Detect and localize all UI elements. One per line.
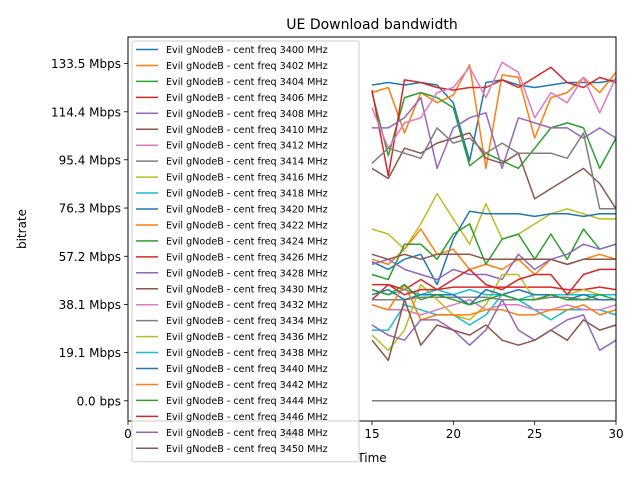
legend-entry: Evil gNodeB - cent freq 3446 MHz [166,412,328,423]
legend-entry: Evil gNodeB - cent freq 3418 MHz [166,189,328,200]
y-tick-label: 19.1 Mbps [59,346,121,360]
y-tick-label: 57.2 Mbps [59,250,121,264]
series-line-6 [371,61,617,149]
legend: Evil gNodeB - cent freq 3400 MHz Evil gNo… [131,40,360,463]
series-line-4 [372,96,617,170]
series-line-7 [371,127,616,210]
series-line-23 [372,268,616,296]
legend-entry: Evil gNodeB - cent freq 3426 MHz [166,252,328,263]
legend-box [131,40,360,463]
legend-entry: Evil gNodeB - cent freq 3414 MHz [166,157,328,168]
x-axis: 051015202530 [124,421,624,441]
series-line-21 [371,283,617,321]
chart-title: UE Download bandwidth [286,17,457,33]
legend-entry: Evil gNodeB - cent freq 3434 MHz [166,316,328,327]
legend-entry: Evil gNodeB - cent freq 3450 MHz [166,444,328,455]
x-tick-label: 25 [527,427,542,441]
y-axis-label: bitrate [15,209,29,249]
series-lines [371,61,617,402]
series-line-18 [371,273,616,352]
legend-entry: Evil gNodeB - cent freq 3444 MHz [166,396,328,407]
x-axis-label: Time [356,451,386,465]
x-tick-label: 30 [608,427,623,441]
series-line-24 [371,298,617,352]
legend-entry: Evil gNodeB - cent freq 3436 MHz [166,332,328,343]
series-line-2 [371,91,617,170]
y-tick-label: 114.4 Mbps [51,105,121,119]
legend-entry: Evil gNodeB - cent freq 3404 MHz [166,77,328,88]
series-line-15 [371,253,616,266]
series-line-14 [371,243,617,281]
legend-entry: Evil gNodeB - cent freq 3416 MHz [166,173,328,184]
legend-entry: Evil gNodeB - cent freq 3402 MHz [166,61,328,72]
series-line-20 [371,288,616,306]
x-tick-label: 0 [124,427,132,441]
y-tick-label: 76.3 Mbps [59,202,121,216]
legend-entry: Evil gNodeB - cent freq 3432 MHz [166,300,328,311]
series-line-25 [371,298,617,362]
legend-entry: Evil gNodeB - cent freq 3428 MHz [166,268,328,279]
series-line-12 [371,223,617,281]
legend-entry: Evil gNodeB - cent freq 3442 MHz [166,380,328,391]
series-line-5 [371,132,617,210]
legend-entry: Evil gNodeB - cent freq 3430 MHz [166,284,328,295]
legend-entry: Evil gNodeB - cent freq 3406 MHz [166,93,328,104]
legend-entry: Evil gNodeB - cent freq 3440 MHz [166,364,328,375]
legend-entry: Evil gNodeB - cent freq 3408 MHz [166,109,328,120]
legend-entry: Evil gNodeB - cent freq 3400 MHz [166,45,328,56]
legend-entry: Evil gNodeB - cent freq 3420 MHz [166,205,328,216]
y-axis: 0.0 bps 19.1 Mbps 38.1 Mbps 57.2 Mbps 76.3 M… [51,57,128,408]
legend-entry: Evil gNodeB - cent freq 3422 MHz [166,220,328,231]
legend-entry: Evil gNodeB - cent freq 3438 MHz [166,348,328,359]
legend-entry: Evil gNodeB - cent freq 3448 MHz [166,428,328,439]
x-tick-label: 15 [364,427,379,441]
y-tick-label: 133.5 Mbps [51,57,121,71]
x-tick-label: 20 [446,427,461,441]
y-tick-label: 0.0 bps [77,394,121,408]
y-tick-label: 95.4 Mbps [59,153,121,167]
legend-entry: Evil gNodeB - cent freq 3410 MHz [166,125,328,136]
legend-entry: Evil gNodeB - cent freq 3424 MHz [166,236,328,247]
series-line-17 [372,296,616,301]
series-line-3 [371,66,617,177]
legend-entry: Evil gNodeB - cent freq 3412 MHz [166,141,328,152]
series-line-8 [371,192,616,250]
y-tick-label: 38.1 Mbps [59,298,121,312]
